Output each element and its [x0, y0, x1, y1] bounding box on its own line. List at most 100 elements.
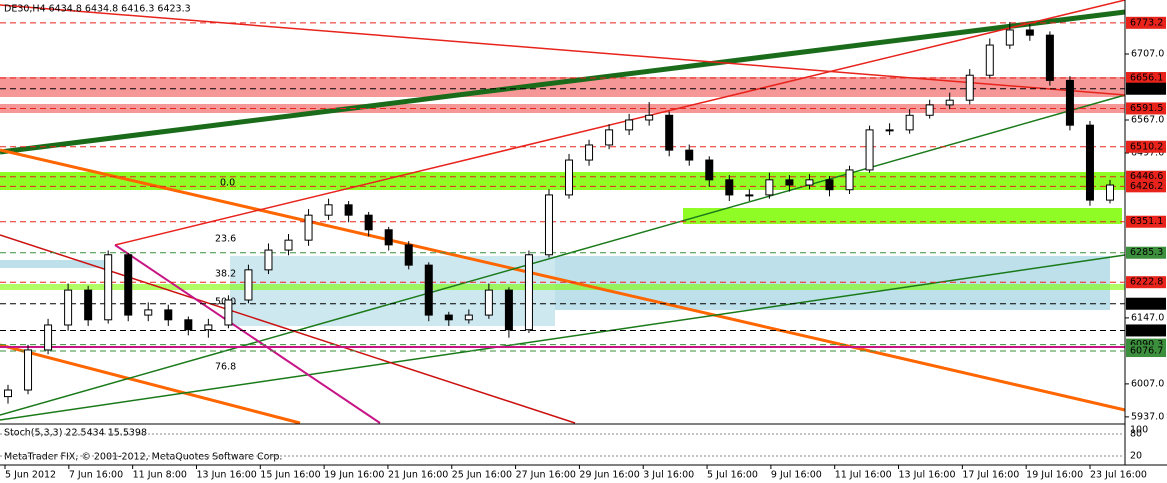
- candle-body: [144, 309, 153, 316]
- y-tick-label: 6567.0: [1131, 114, 1164, 125]
- x-tick-label: 25 Jun 16:00: [452, 470, 512, 481]
- level-label-box: [1126, 16, 1166, 29]
- level-label: 6090.3: [1130, 339, 1163, 350]
- candle-body: [524, 254, 533, 331]
- candle-body: [544, 194, 553, 256]
- candle-body: [444, 314, 453, 321]
- candle-body: [424, 264, 433, 316]
- candle-body: [705, 159, 714, 181]
- x-tick-label: 19 Jul 16:00: [1026, 470, 1083, 481]
- x-tick-label: 21 Jun 16:00: [388, 470, 448, 481]
- y-tick-label: 6007.0: [1131, 378, 1164, 389]
- level-label: 6285.3: [1130, 247, 1163, 258]
- level-label-box: [1126, 297, 1166, 310]
- level-label: 6222.8: [1130, 277, 1163, 288]
- level-label: 6076.7: [1130, 346, 1163, 357]
- x-tick-label: 13 Jun 16:00: [196, 470, 256, 481]
- fib-label: 76.8: [215, 362, 236, 373]
- candle-body: [4, 389, 12, 398]
- candle-body: [1045, 34, 1054, 81]
- level-label: 6351.1: [1130, 216, 1163, 227]
- zone: [555, 256, 1110, 310]
- candle-body: [224, 299, 233, 326]
- x-tick-label: 5 Jul 16:00: [707, 470, 758, 481]
- x-tick-label: 11 Jun 8:00: [133, 470, 187, 481]
- candle-body: [885, 129, 894, 132]
- level-label-box: [1126, 140, 1166, 153]
- x-tick-label: 29 Jun 16:00: [579, 470, 639, 481]
- candle-body: [565, 159, 574, 196]
- level-label-box: [1126, 276, 1166, 289]
- candle-body: [44, 324, 53, 351]
- y-tick-label: 6707.0: [1131, 49, 1164, 60]
- candle-body: [625, 119, 634, 131]
- zone: [0, 172, 1125, 190]
- trend-line: [114, 0, 1126, 246]
- x-tick-label: 11 Jul 16:00: [835, 470, 892, 481]
- candle-body: [504, 289, 513, 331]
- candle-body: [64, 289, 73, 326]
- candle-body: [1106, 184, 1114, 201]
- x-tick-label: 15 Jun 16:00: [260, 470, 320, 481]
- candle-body: [304, 214, 313, 241]
- candle-body: [244, 269, 253, 301]
- y-tick-label: 6497.0: [1131, 147, 1164, 158]
- stoch-label: Stoch(5,3,3) 22.5434 15.5398: [4, 428, 147, 439]
- candle-body: [745, 194, 754, 197]
- candle-body: [404, 244, 413, 266]
- candle-body: [825, 179, 834, 191]
- candle-body: [164, 309, 173, 321]
- stoch-scale: 20: [1130, 451, 1142, 462]
- candle-body: [84, 289, 93, 321]
- level-label-box: [1126, 345, 1166, 358]
- zone: [0, 77, 1125, 97]
- candle-body: [905, 114, 914, 131]
- level-label: 6510.2: [1130, 141, 1163, 152]
- candle-body: [384, 229, 393, 246]
- x-tick-label: 5 Jun 2012: [5, 470, 56, 481]
- candle-body: [725, 179, 734, 196]
- x-tick-label: 23 Jul 16:00: [1090, 470, 1147, 481]
- candle-body: [204, 324, 213, 331]
- trend-line: [0, 234, 576, 424]
- zone: [230, 256, 555, 326]
- x-tick-label: 9 Jul 16:00: [771, 470, 822, 481]
- zone: [0, 284, 1125, 290]
- level-label: 6656.1: [1130, 72, 1163, 83]
- candle-body: [104, 254, 113, 321]
- candle-body: [364, 214, 373, 231]
- level-label-box: [1126, 82, 1166, 95]
- y-tick-label: 5937.0: [1131, 411, 1164, 422]
- fib-label: 0.0: [220, 178, 235, 189]
- fib-label: 23.6: [215, 234, 236, 245]
- fib-label: 38.2: [215, 269, 236, 280]
- zone: [0, 260, 110, 268]
- candle-body: [585, 144, 594, 161]
- zone: [683, 208, 1122, 224]
- candle-body: [184, 319, 193, 331]
- candle-body: [645, 114, 654, 121]
- x-tick-label: 13 Jul 16:00: [899, 470, 956, 481]
- candle-body: [324, 204, 333, 216]
- level-label-box: [1126, 180, 1166, 193]
- candle-body: [464, 314, 473, 321]
- candle-body: [685, 149, 694, 161]
- candle-body: [605, 129, 614, 146]
- candle-body: [344, 204, 353, 216]
- trend-line: [114, 244, 381, 424]
- level-label: 6633.3: [1130, 83, 1163, 94]
- level-label: 6120.4: [1130, 325, 1163, 336]
- level-label-box: [1126, 324, 1166, 337]
- x-tick-label: 17 Jul 16:00: [962, 470, 1019, 481]
- candle-body: [805, 179, 814, 186]
- candle-body: [965, 74, 974, 101]
- chart-title: DE30,H4 6434.8 6434.8 6416.3 6423.3: [4, 4, 191, 15]
- level-label: 6426.2: [1130, 181, 1163, 192]
- level-label: 6773.2: [1130, 17, 1163, 28]
- x-tick-label: 3 Jul 16:00: [643, 470, 694, 481]
- trend-line: [0, 148, 1126, 412]
- trend-line: [0, 9, 1126, 155]
- candle-body: [865, 129, 874, 171]
